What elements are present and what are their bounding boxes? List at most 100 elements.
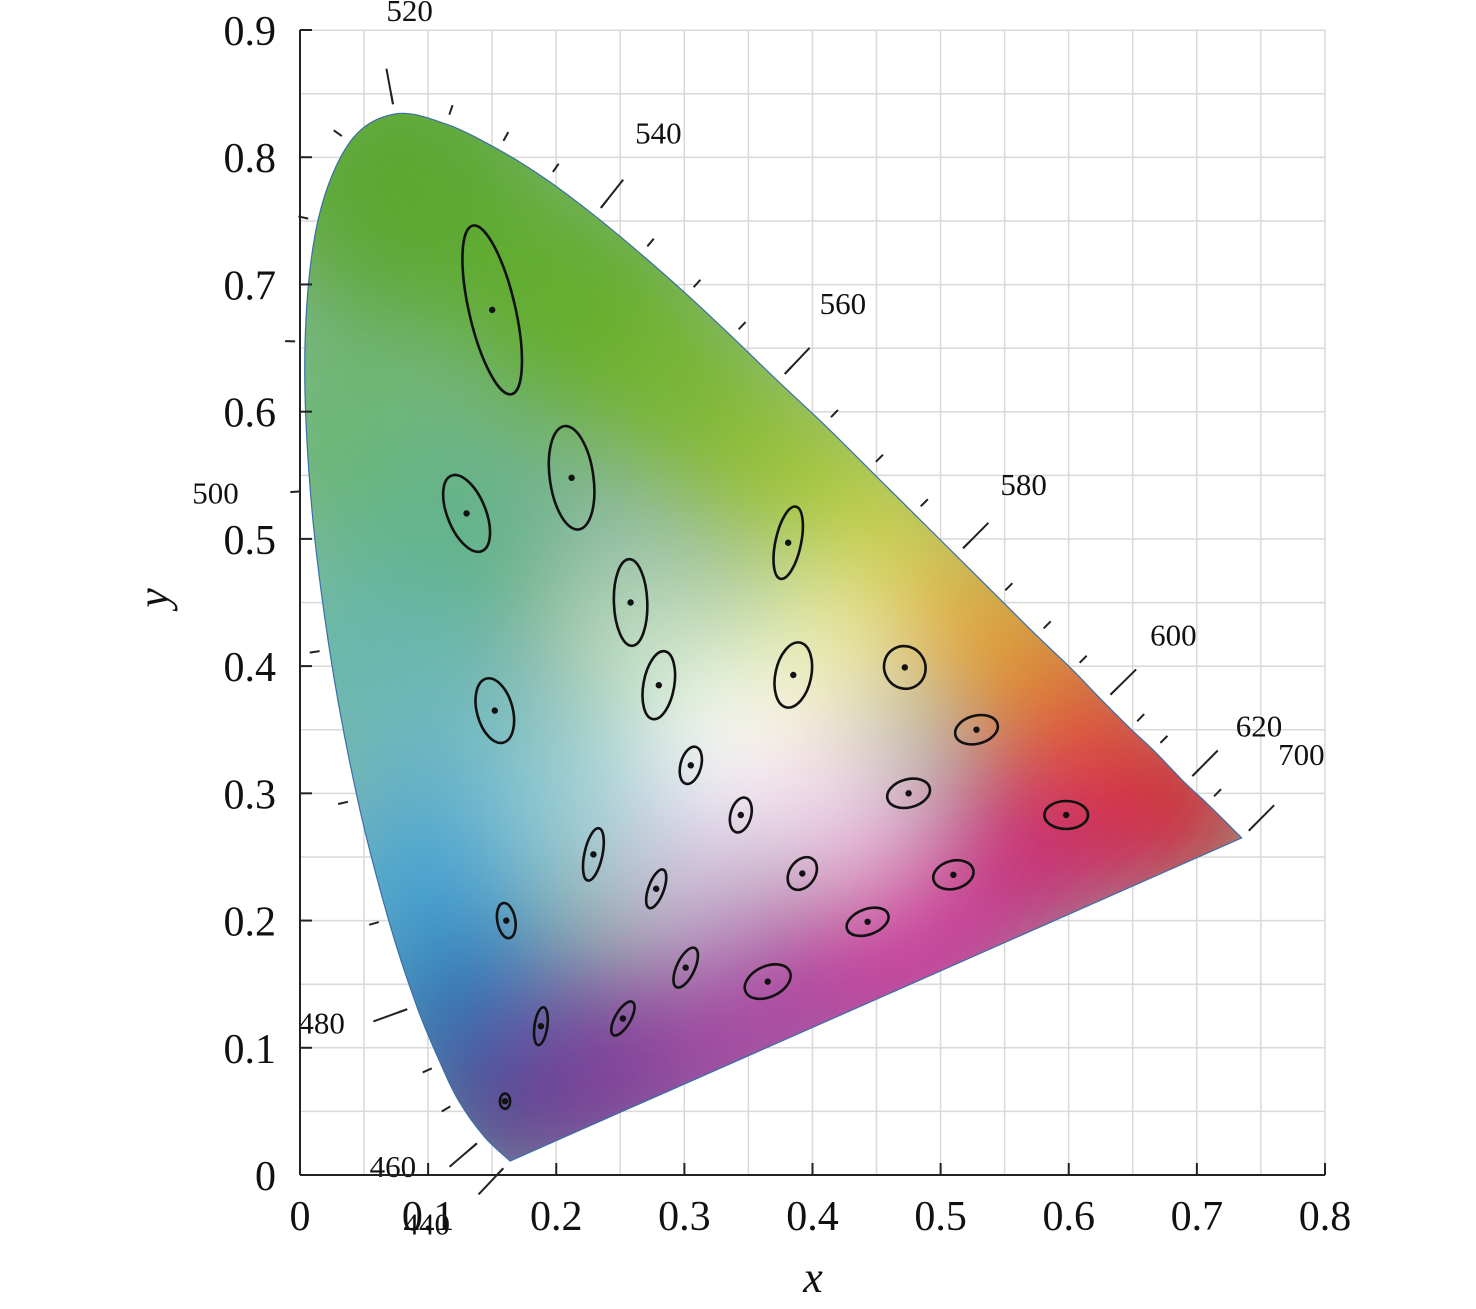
y-tick-label: 0.8	[224, 136, 277, 182]
wavelength-label: 620	[1236, 709, 1283, 744]
wavelength-tick	[875, 454, 884, 463]
wavelength-tick	[830, 409, 839, 418]
x-tick-label: 0.4	[786, 1194, 839, 1240]
ellipse-outline	[773, 641, 814, 709]
ellipse-outline	[1043, 799, 1090, 831]
axes: 0 0.1 0.2 0.3 0.4 0.5 0.6 0.7 0.8 0 0.1 0.2 0.3 0.4 0.…	[224, 9, 1352, 1240]
wavelength-tick	[448, 104, 454, 116]
y-tick-label: 0.6	[224, 391, 277, 437]
macadam-ellipse	[609, 1000, 636, 1037]
ellipse-center-point	[503, 917, 510, 924]
ellipse-center-point	[1063, 811, 1070, 819]
macadam-ellipse	[882, 644, 927, 691]
macadam-ellipse	[772, 505, 805, 581]
wavelength-major-tick	[600, 179, 624, 209]
wavelength-major-tick	[1248, 804, 1275, 832]
wavelength-tick	[1004, 582, 1014, 592]
x-tick-label: 0	[290, 1194, 311, 1240]
wavelength-major-tick	[1109, 668, 1137, 696]
wavelength-tick	[737, 321, 747, 331]
x-tick-label: 0.8	[1299, 1194, 1352, 1240]
wavelength-label: 500	[192, 475, 239, 510]
wavelength-label: 480	[298, 1005, 345, 1040]
x-tick-label: 0.1	[402, 1194, 455, 1240]
ellipse-center-point	[491, 707, 498, 714]
ellipse-outline	[609, 1000, 636, 1037]
gamut-fill	[304, 113, 1242, 1162]
ellipse-outline	[474, 676, 516, 745]
x-tick-label: 0.2	[530, 1194, 583, 1240]
wavelength-tick	[552, 163, 560, 173]
wavelength-label: 540	[635, 116, 682, 151]
ellipse-center-point	[864, 918, 871, 925]
wavelength-tick	[920, 498, 929, 508]
wavelength-major-tick	[477, 1167, 504, 1196]
spectral-locus	[304, 112, 1243, 1162]
wavelength-tick	[1042, 620, 1052, 630]
ellipse-center-point	[463, 510, 470, 517]
macadam-ellipse	[672, 946, 700, 989]
wavelength-label: 440	[404, 1206, 451, 1241]
macadam-ellipse	[461, 224, 524, 396]
ellipse-outline	[547, 424, 596, 531]
wavelength-tick	[502, 131, 510, 142]
ellipse-outline	[672, 946, 700, 989]
macadam-ellipse	[612, 557, 649, 648]
ellipse-outline	[644, 868, 668, 910]
ellipse-outline	[532, 1005, 550, 1047]
macadam-ellipse	[474, 676, 516, 745]
wavelength-tick	[441, 1105, 451, 1113]
wavelength-tick	[1213, 788, 1222, 798]
macadam-ellipse	[495, 901, 517, 940]
ellipse-outline	[678, 745, 704, 786]
ellipse-center-point	[901, 664, 908, 671]
ellipse-outline	[612, 557, 649, 648]
y-tick-label: 0.4	[224, 645, 277, 691]
ellipse-center-point	[764, 978, 771, 985]
ellipse-center-point	[655, 682, 662, 689]
ellipse-center-point	[790, 671, 797, 679]
ellipse-center-point	[537, 1022, 545, 1030]
y-tick-label: 0.1	[224, 1027, 277, 1073]
macadam-ellipse	[885, 777, 932, 810]
wavelength-tick	[692, 279, 702, 288]
y-tick-label: 0.5	[224, 518, 277, 564]
x-tick-label: 0.5	[914, 1194, 967, 1240]
ellipse-outline	[743, 963, 792, 1001]
ellipse-center-point	[687, 762, 694, 769]
ellipse-center-point	[905, 790, 912, 797]
ellipse-outline	[495, 901, 517, 940]
wavelength-tick	[333, 129, 343, 137]
macadam-ellipses	[441, 224, 1090, 1111]
macadam-ellipse	[678, 745, 704, 786]
y-tick-label: 0	[255, 1154, 276, 1200]
ellipse-outline	[885, 777, 932, 810]
macadam-ellipse	[532, 1005, 550, 1047]
wavelength-major-tick	[373, 1008, 408, 1023]
y-axis-label: y	[129, 588, 178, 612]
ellipse-outline	[441, 473, 492, 554]
wavelength-tick	[337, 800, 349, 805]
wavelength-label: 460	[370, 1149, 417, 1184]
macadam-ellipse	[953, 713, 1000, 746]
wavelength-tick	[309, 650, 320, 654]
ellipse-center-point	[590, 851, 597, 858]
x-axis-label: x	[802, 1253, 823, 1302]
wavelength-tick	[422, 1067, 433, 1074]
wavelength-major-tick	[448, 1142, 478, 1168]
ellipse-outline	[882, 644, 927, 691]
macadam-ellipse	[931, 858, 975, 891]
y-tick-label: 0.2	[224, 900, 277, 946]
macadam-ellipse	[845, 906, 890, 938]
macadam-ellipse	[441, 473, 492, 554]
macadam-ellipse	[743, 963, 792, 1001]
ellipse-outline	[931, 858, 975, 891]
ellipse-center-point	[737, 811, 744, 819]
ellipse-center-point	[785, 539, 792, 546]
wavelength-tick	[290, 490, 301, 494]
ellipse-center-point	[501, 1098, 509, 1105]
macadam-ellipse	[773, 641, 814, 709]
wavelength-major-tick	[962, 522, 990, 550]
ellipse-outline	[953, 713, 1000, 746]
